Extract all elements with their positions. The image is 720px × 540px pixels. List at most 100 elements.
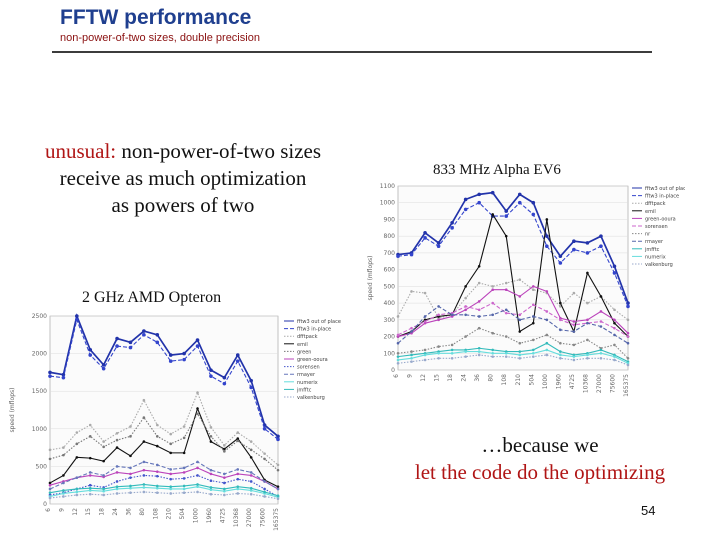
data-point xyxy=(223,489,226,493)
data-point xyxy=(518,330,522,333)
data-point xyxy=(613,318,616,322)
data-point xyxy=(517,200,522,205)
data-point xyxy=(599,320,603,323)
x-tick-label: 165375 xyxy=(623,374,630,397)
data-point xyxy=(531,338,535,342)
data-point xyxy=(396,341,400,345)
data-point xyxy=(102,487,105,491)
data-point xyxy=(559,356,562,360)
data-point xyxy=(599,310,603,313)
data-point xyxy=(249,448,253,452)
x-tick-label: 210 xyxy=(166,508,173,520)
data-point xyxy=(572,343,576,347)
data-point xyxy=(437,356,440,360)
data-point xyxy=(599,295,603,298)
data-point xyxy=(491,355,495,358)
series-line xyxy=(397,285,629,338)
data-point xyxy=(559,305,562,308)
series-line xyxy=(397,342,629,363)
data-point xyxy=(209,488,213,492)
data-point xyxy=(48,496,52,500)
y-tick-label: 500 xyxy=(36,463,48,470)
legend-label: fftw3 in-place xyxy=(297,327,331,333)
data-point xyxy=(423,236,427,240)
data-point xyxy=(168,359,173,363)
data-point xyxy=(613,326,616,330)
data-point xyxy=(572,330,576,333)
data-point xyxy=(209,492,213,496)
data-point xyxy=(75,490,79,494)
data-point xyxy=(504,355,508,358)
legend-label: nr xyxy=(645,232,651,238)
data-point xyxy=(223,472,226,476)
data-point xyxy=(477,350,481,353)
data-point xyxy=(236,468,240,471)
data-point xyxy=(491,351,495,355)
x-tick-label: 36 xyxy=(125,508,132,516)
data-point xyxy=(182,436,186,440)
amd-chart-title: 2 GHz AMD Opteron xyxy=(82,289,222,306)
data-point xyxy=(129,491,132,495)
data-point xyxy=(450,356,454,360)
data-point xyxy=(262,427,267,431)
data-point xyxy=(545,244,549,249)
data-point xyxy=(545,333,549,337)
legend-label: green-ooura xyxy=(645,216,676,222)
data-point xyxy=(464,335,467,338)
data-point xyxy=(209,425,213,429)
x-tick-label: 4725 xyxy=(569,374,576,389)
data-point xyxy=(236,472,240,476)
data-point xyxy=(518,318,522,322)
data-point xyxy=(491,313,495,317)
legend-label: jmfftc xyxy=(296,387,312,393)
x-tick-label: 24 xyxy=(461,374,468,382)
data-point xyxy=(169,487,173,491)
data-point xyxy=(88,471,92,474)
data-point xyxy=(88,456,92,460)
y-tick-label: 0 xyxy=(391,367,395,374)
data-point xyxy=(249,471,253,474)
data-point xyxy=(196,391,199,395)
data-point xyxy=(423,320,427,323)
series-line xyxy=(49,491,279,500)
data-point xyxy=(129,476,132,479)
data-point xyxy=(75,493,79,497)
data-point xyxy=(115,336,119,341)
data-point xyxy=(249,385,253,390)
data-point xyxy=(168,353,173,357)
data-point xyxy=(531,200,536,205)
data-point xyxy=(477,300,481,303)
data-point xyxy=(613,343,616,347)
slide-subtitle: non-power-of-two sizes, double precision xyxy=(60,32,260,44)
data-point xyxy=(504,214,509,218)
data-point xyxy=(545,348,549,352)
y-tick-label: 300 xyxy=(384,317,396,324)
series-line xyxy=(49,483,279,497)
unusual-highlight: unusual: xyxy=(44,139,117,163)
data-point xyxy=(62,495,65,498)
data-point xyxy=(115,344,119,348)
legend-label: sorensen xyxy=(645,224,668,230)
data-point xyxy=(531,288,535,292)
data-point xyxy=(504,311,508,315)
x-tick-label: 75600 xyxy=(609,374,616,393)
y-tick-label: 800 xyxy=(384,233,396,240)
data-point xyxy=(490,190,495,195)
data-point xyxy=(613,333,616,337)
x-tick-label: 1960 xyxy=(555,374,562,389)
x-tick-label: 9 xyxy=(407,374,414,378)
data-point xyxy=(88,423,92,427)
data-point xyxy=(531,315,535,318)
because-note: …because we let the code do the optimizi… xyxy=(380,432,700,486)
data-point xyxy=(75,442,79,446)
data-point xyxy=(477,200,481,205)
data-point xyxy=(423,358,427,362)
data-point xyxy=(613,308,616,312)
page-number: 54 xyxy=(641,503,656,518)
x-tick-label: 80 xyxy=(488,374,495,382)
data-point xyxy=(62,453,65,457)
x-tick-label: 6 xyxy=(393,374,400,378)
data-point xyxy=(491,301,495,305)
data-point xyxy=(450,348,454,352)
data-point xyxy=(436,244,441,249)
